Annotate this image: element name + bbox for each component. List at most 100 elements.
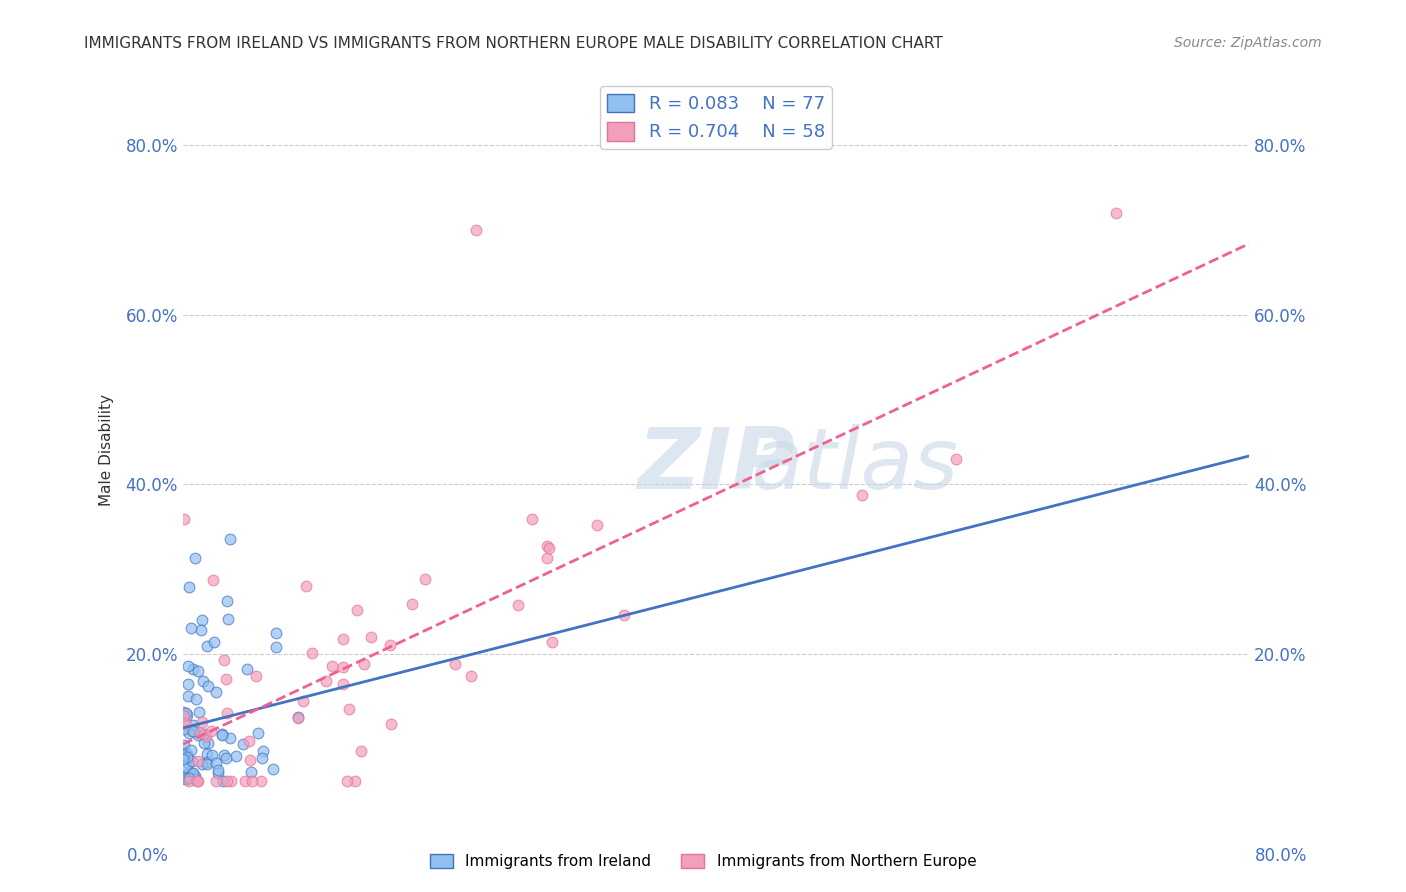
Point <box>401 597 423 611</box>
Point <box>287 711 309 725</box>
Point <box>177 771 200 785</box>
Point <box>540 634 562 648</box>
Text: 80.0%: 80.0% <box>1256 847 1308 865</box>
Point <box>346 603 368 617</box>
Point <box>207 764 229 778</box>
Point <box>197 679 219 693</box>
Point <box>337 702 360 716</box>
Point <box>292 694 315 708</box>
Point <box>181 662 204 676</box>
Point <box>205 774 228 789</box>
Point <box>181 766 204 780</box>
Point <box>239 765 262 780</box>
Point <box>188 706 211 720</box>
Text: Source: ZipAtlas.com: Source: ZipAtlas.com <box>1174 36 1322 50</box>
Point <box>413 572 436 586</box>
Point <box>212 748 235 763</box>
Point <box>232 738 254 752</box>
Point <box>215 751 238 765</box>
Point <box>536 540 558 554</box>
Point <box>264 626 287 640</box>
Point <box>176 760 198 774</box>
Point <box>176 749 198 764</box>
Point <box>174 772 197 786</box>
Point <box>187 754 209 768</box>
Point <box>176 707 198 722</box>
Point <box>217 774 239 789</box>
Point <box>294 579 316 593</box>
Point <box>173 770 195 784</box>
Point <box>177 690 200 704</box>
Point <box>207 765 229 780</box>
Point <box>193 736 215 750</box>
Point <box>218 532 240 546</box>
Point <box>336 774 359 789</box>
Point <box>197 736 219 750</box>
Point <box>240 774 263 789</box>
Point <box>187 728 209 742</box>
Point <box>465 223 488 237</box>
Point <box>508 598 530 612</box>
Point <box>536 551 558 566</box>
Point <box>380 717 402 731</box>
Point <box>172 752 194 766</box>
Point <box>177 726 200 740</box>
Point <box>190 623 212 637</box>
Point <box>195 755 218 769</box>
Point <box>332 632 354 646</box>
Point <box>177 580 200 594</box>
Point <box>181 766 204 780</box>
Point <box>195 729 218 743</box>
Text: 0.0%: 0.0% <box>127 847 169 865</box>
Point <box>174 706 197 720</box>
Point <box>172 705 194 719</box>
Point <box>225 748 247 763</box>
Point <box>250 751 273 765</box>
Point <box>211 773 233 788</box>
Point <box>537 541 560 556</box>
Point <box>287 710 309 724</box>
Point <box>183 551 205 566</box>
Point <box>360 630 382 644</box>
Point <box>211 727 233 741</box>
Point <box>246 725 269 739</box>
Point <box>180 755 202 769</box>
Point <box>238 734 260 748</box>
Point <box>204 756 226 770</box>
Point <box>173 722 195 736</box>
Point <box>211 729 233 743</box>
Point <box>520 512 543 526</box>
Text: atlas: atlas <box>751 424 959 507</box>
Point <box>344 774 367 789</box>
Point <box>332 677 354 691</box>
Point <box>236 662 259 676</box>
Point <box>200 723 222 738</box>
Point <box>1105 206 1128 220</box>
Point <box>177 677 200 691</box>
Point <box>217 706 239 720</box>
Point <box>321 658 343 673</box>
Point <box>217 612 239 626</box>
Point <box>262 762 284 776</box>
Point <box>460 669 482 683</box>
Point <box>315 673 337 688</box>
Point <box>180 743 202 757</box>
Point <box>202 573 225 587</box>
Point <box>195 757 218 772</box>
Point <box>353 657 375 672</box>
Legend: Immigrants from Ireland, Immigrants from Northern Europe: Immigrants from Ireland, Immigrants from… <box>423 848 983 875</box>
Point <box>443 657 465 672</box>
Point <box>176 772 198 787</box>
Point <box>301 646 323 660</box>
Point <box>332 659 354 673</box>
Point <box>204 685 226 699</box>
Point <box>252 744 274 758</box>
Point <box>177 658 200 673</box>
Point <box>945 452 967 467</box>
Point <box>174 746 197 760</box>
Point <box>212 653 235 667</box>
Point <box>264 640 287 655</box>
Point <box>184 772 207 786</box>
Point <box>173 738 195 752</box>
Point <box>201 748 224 763</box>
